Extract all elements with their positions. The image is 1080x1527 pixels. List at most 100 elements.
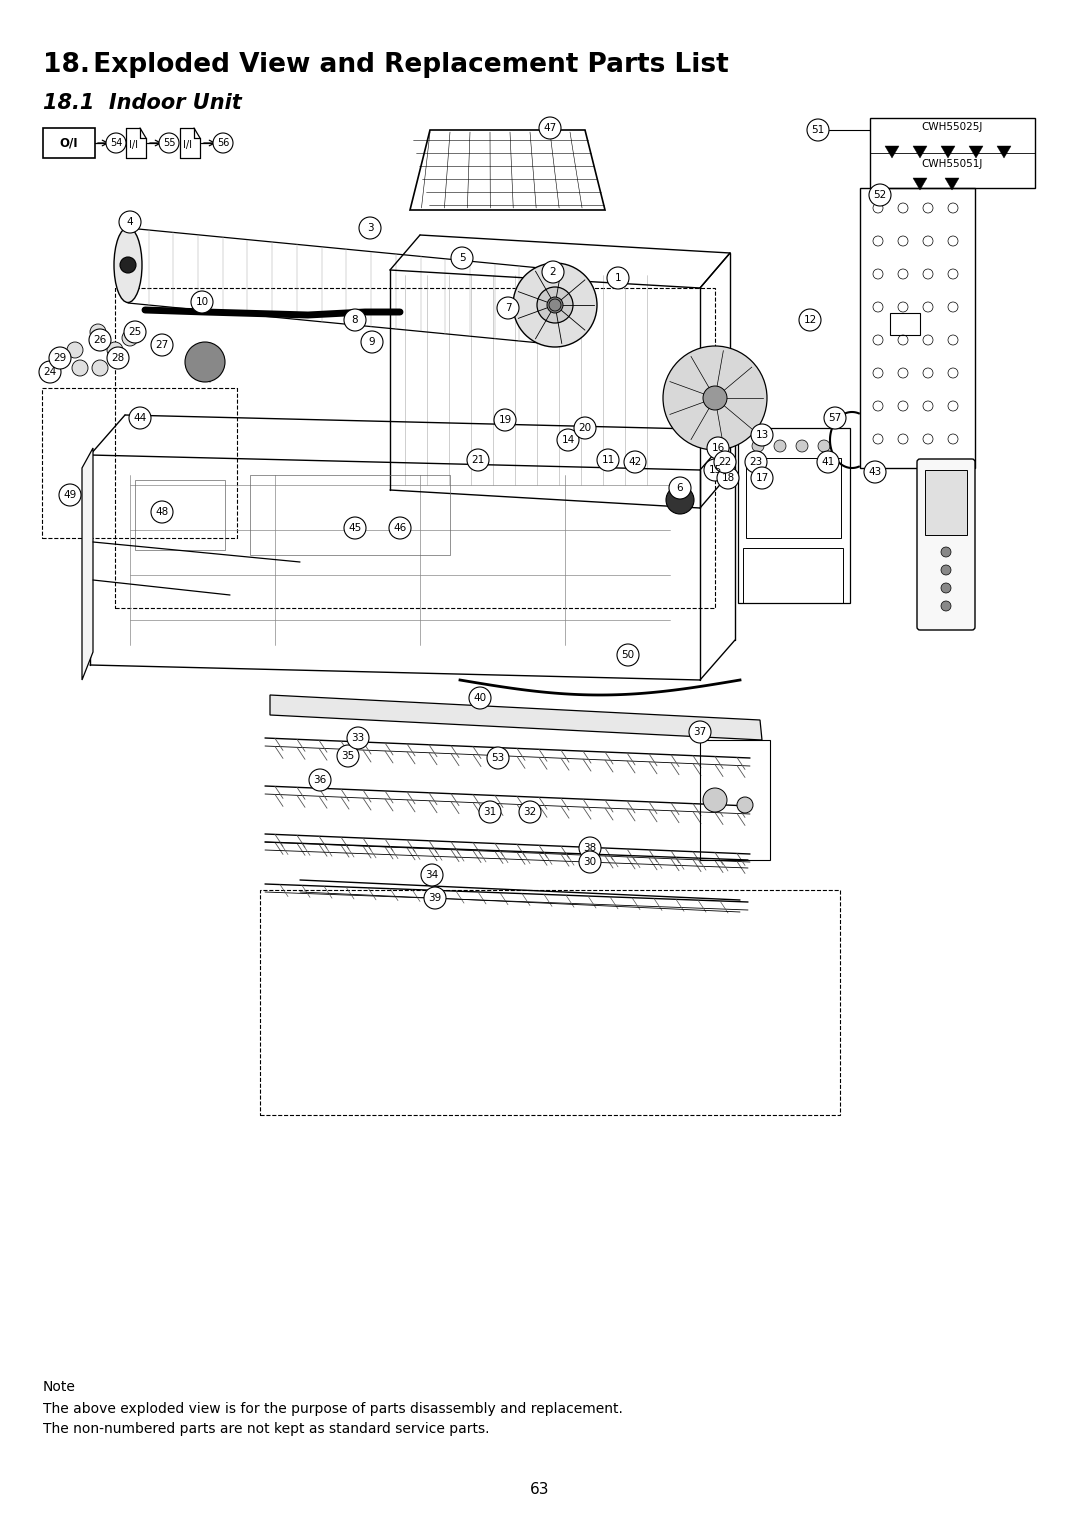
Text: 20: 20 — [579, 423, 592, 434]
Text: 41: 41 — [822, 457, 835, 467]
Circle shape — [451, 247, 473, 269]
Circle shape — [119, 211, 141, 234]
Text: 2: 2 — [550, 267, 556, 276]
Circle shape — [309, 770, 330, 791]
Text: 38: 38 — [583, 843, 596, 854]
Circle shape — [337, 745, 359, 767]
Text: 40: 40 — [473, 693, 487, 702]
Circle shape — [107, 342, 123, 357]
Bar — [260, 890, 840, 1115]
Bar — [738, 428, 850, 603]
Text: 4: 4 — [126, 217, 133, 228]
Text: 27: 27 — [156, 341, 168, 350]
Circle shape — [864, 461, 886, 483]
Circle shape — [345, 518, 366, 539]
Bar — [249, 475, 450, 554]
Text: I/I: I/I — [184, 140, 192, 150]
Text: 21: 21 — [471, 455, 485, 466]
Circle shape — [347, 727, 369, 750]
Text: 6: 6 — [677, 483, 684, 493]
Circle shape — [796, 440, 808, 452]
Text: 50: 50 — [621, 651, 635, 660]
Circle shape — [703, 788, 727, 812]
Text: O/I: O/I — [59, 136, 79, 150]
Circle shape — [185, 342, 225, 382]
Text: 29: 29 — [53, 353, 67, 363]
Circle shape — [579, 837, 600, 860]
Text: 14: 14 — [562, 435, 575, 444]
Text: 3: 3 — [367, 223, 374, 234]
Circle shape — [124, 321, 146, 344]
Text: 19: 19 — [498, 415, 512, 425]
Bar — [743, 548, 843, 603]
Circle shape — [480, 802, 501, 823]
Circle shape — [106, 133, 126, 153]
Polygon shape — [969, 147, 983, 157]
Bar — [43, 128, 95, 157]
Polygon shape — [82, 447, 93, 680]
Circle shape — [941, 547, 951, 557]
Text: Exploded View and Replacement Parts List: Exploded View and Replacement Parts List — [75, 52, 729, 78]
Circle shape — [519, 802, 541, 823]
Text: 52: 52 — [874, 189, 887, 200]
Text: 45: 45 — [349, 524, 362, 533]
Bar — [860, 188, 975, 467]
Circle shape — [513, 263, 597, 347]
Circle shape — [669, 476, 691, 499]
Text: 24: 24 — [43, 366, 56, 377]
Bar — [42, 388, 237, 538]
Text: 1: 1 — [615, 273, 621, 282]
Text: 11: 11 — [602, 455, 615, 466]
Text: 23: 23 — [750, 457, 762, 467]
Text: 43: 43 — [868, 467, 881, 476]
Circle shape — [704, 460, 726, 481]
Circle shape — [129, 408, 151, 429]
Text: 18.1  Indoor Unit: 18.1 Indoor Unit — [43, 93, 242, 113]
Circle shape — [72, 360, 87, 376]
Text: 35: 35 — [341, 751, 354, 760]
Text: 10: 10 — [195, 296, 208, 307]
Text: I/I: I/I — [130, 140, 138, 150]
Circle shape — [421, 864, 443, 886]
Circle shape — [39, 360, 60, 383]
Text: 26: 26 — [93, 334, 107, 345]
Text: 53: 53 — [491, 753, 504, 764]
Circle shape — [424, 887, 446, 909]
Text: 42: 42 — [629, 457, 642, 467]
Circle shape — [494, 409, 516, 431]
Text: 22: 22 — [718, 457, 731, 467]
Text: CWH55051J: CWH55051J — [922, 159, 983, 169]
Circle shape — [361, 331, 383, 353]
Circle shape — [487, 747, 509, 770]
Circle shape — [151, 501, 173, 524]
Text: 7: 7 — [504, 302, 511, 313]
Circle shape — [624, 450, 646, 473]
Circle shape — [689, 721, 711, 744]
Ellipse shape — [114, 228, 141, 302]
Text: The above exploded view is for the purpose of parts disassembly and replacement.: The above exploded view is for the purpo… — [43, 1402, 623, 1416]
Text: 18: 18 — [721, 473, 734, 483]
Polygon shape — [997, 147, 1011, 157]
Circle shape — [359, 217, 381, 240]
Circle shape — [617, 644, 639, 666]
Circle shape — [707, 437, 729, 460]
Circle shape — [941, 565, 951, 576]
Polygon shape — [885, 147, 899, 157]
Bar — [700, 741, 770, 860]
Bar — [114, 289, 715, 608]
Circle shape — [666, 486, 694, 515]
Text: 9: 9 — [368, 337, 376, 347]
Circle shape — [92, 360, 108, 376]
Text: Note: Note — [43, 1380, 76, 1394]
Circle shape — [745, 450, 767, 473]
Circle shape — [542, 261, 564, 282]
Polygon shape — [270, 695, 762, 741]
Circle shape — [389, 518, 411, 539]
Text: 48: 48 — [156, 507, 168, 518]
Polygon shape — [941, 147, 955, 157]
Circle shape — [752, 440, 764, 452]
Circle shape — [191, 292, 213, 313]
Circle shape — [816, 450, 839, 473]
Circle shape — [89, 328, 111, 351]
Circle shape — [497, 296, 519, 319]
